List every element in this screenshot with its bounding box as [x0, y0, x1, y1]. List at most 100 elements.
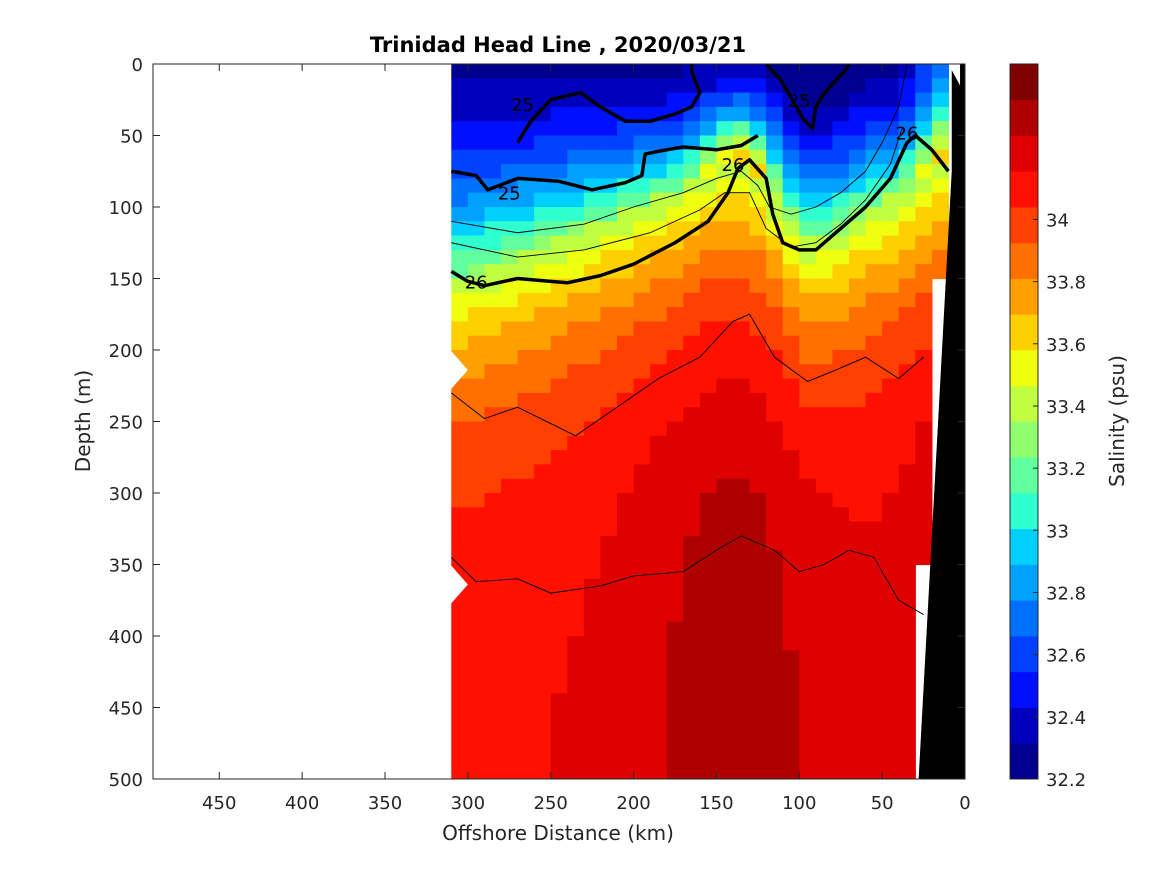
- salinity-cell: [517, 693, 535, 709]
- salinity-cell: [749, 221, 767, 237]
- salinity-cell: [882, 707, 900, 723]
- salinity-cell: [716, 207, 734, 222]
- salinity-cell: [451, 693, 469, 709]
- colorbar-swatch: [1010, 743, 1038, 780]
- salinity-cell: [683, 478, 701, 494]
- salinity-cell: [849, 750, 867, 766]
- salinity-cell: [534, 121, 552, 137]
- salinity-cell: [733, 335, 751, 351]
- salinity-cell: [832, 535, 850, 551]
- salinity-cell: [633, 664, 651, 680]
- salinity-cell: [832, 135, 850, 151]
- salinity-cell: [716, 693, 734, 709]
- salinity-cell: [915, 407, 933, 423]
- salinity-cell: [484, 207, 502, 222]
- salinity-cell: [484, 378, 502, 394]
- salinity-cell: [931, 64, 950, 79]
- salinity-cell: [451, 650, 469, 666]
- salinity-cell: [898, 678, 916, 694]
- salinity-cell: [501, 378, 519, 394]
- salinity-cell: [617, 207, 635, 222]
- salinity-cell: [716, 650, 734, 666]
- salinity-cell: [467, 392, 486, 408]
- salinity-cell: [915, 207, 933, 222]
- salinity-cell: [815, 607, 834, 623]
- salinity-cell: [799, 321, 817, 337]
- salinity-cell: [832, 736, 850, 751]
- salinity-cell: [467, 750, 486, 766]
- salinity-cell: [583, 478, 602, 494]
- salinity-cell: [915, 307, 933, 322]
- salinity-cell: [550, 693, 568, 709]
- salinity-cell: [650, 207, 668, 222]
- salinity-cell: [799, 235, 817, 251]
- salinity-cell: [699, 164, 718, 179]
- salinity-cell: [467, 593, 486, 608]
- salinity-cell: [699, 264, 718, 280]
- salinity-cell: [451, 292, 469, 308]
- salinity-cell: [849, 464, 867, 480]
- salinity-cell: [600, 621, 618, 637]
- salinity-cell: [832, 478, 850, 494]
- salinity-cell: [517, 392, 535, 408]
- chart-title: Trinidad Head Line , 2020/03/21: [370, 33, 746, 57]
- salinity-cell: [550, 435, 568, 451]
- salinity-cell: [583, 292, 602, 308]
- salinity-cell: [517, 421, 535, 437]
- salinity-cell: [633, 264, 651, 280]
- salinity-cell: [550, 335, 568, 351]
- salinity-cell: [617, 121, 635, 137]
- salinity-cell: [617, 378, 635, 394]
- salinity-cell: [733, 78, 751, 94]
- salinity-cell: [815, 249, 834, 265]
- salinity-cell: [865, 507, 883, 523]
- salinity-cell: [451, 407, 469, 423]
- salinity-cell: [898, 407, 916, 423]
- salinity-cell: [600, 664, 618, 680]
- salinity-cell: [815, 421, 834, 437]
- x-tick-label: 100: [782, 793, 816, 814]
- salinity-cell: [733, 450, 751, 465]
- salinity-cell: [666, 478, 684, 494]
- salinity-cell: [799, 278, 817, 294]
- salinity-cell: [898, 764, 916, 779]
- salinity-cell: [650, 736, 668, 751]
- salinity-cell: [617, 364, 635, 380]
- salinity-cell: [467, 535, 486, 551]
- salinity-cell: [849, 292, 867, 308]
- salinity-cell: [782, 636, 800, 651]
- salinity-cell: [832, 550, 850, 566]
- salinity-cell: [931, 92, 950, 108]
- salinity-cell: [467, 106, 486, 122]
- y-tick-label: 150: [109, 270, 143, 291]
- salinity-cell: [484, 78, 502, 94]
- salinity-cell: [832, 235, 850, 251]
- salinity-cell: [782, 378, 800, 394]
- salinity-cell: [583, 378, 602, 394]
- salinity-cell: [617, 693, 635, 709]
- x-tick-label: 400: [285, 793, 319, 814]
- salinity-cell: [749, 64, 767, 79]
- salinity-cell: [716, 464, 734, 480]
- salinity-cell: [849, 564, 867, 580]
- salinity-cell: [699, 750, 718, 766]
- contour-label: 26: [722, 155, 745, 176]
- salinity-cell: [733, 307, 751, 322]
- salinity-cell: [600, 550, 618, 566]
- salinity-cell: [931, 178, 950, 194]
- salinity-cell: [567, 650, 585, 666]
- salinity-cell: [617, 678, 635, 694]
- salinity-cell: [534, 493, 552, 508]
- salinity-cell: [534, 207, 552, 222]
- salinity-cell: [633, 135, 651, 151]
- colorbar-tick-label: 34: [1046, 210, 1069, 231]
- salinity-cell: [915, 464, 933, 480]
- salinity-cell: [484, 321, 502, 337]
- salinity-cell: [550, 249, 568, 265]
- salinity-cell: [600, 364, 618, 380]
- salinity-cell: [931, 106, 950, 122]
- salinity-cell: [832, 764, 850, 779]
- salinity-cell: [650, 750, 668, 766]
- salinity-cell: [782, 64, 800, 79]
- salinity-cell: [849, 350, 867, 365]
